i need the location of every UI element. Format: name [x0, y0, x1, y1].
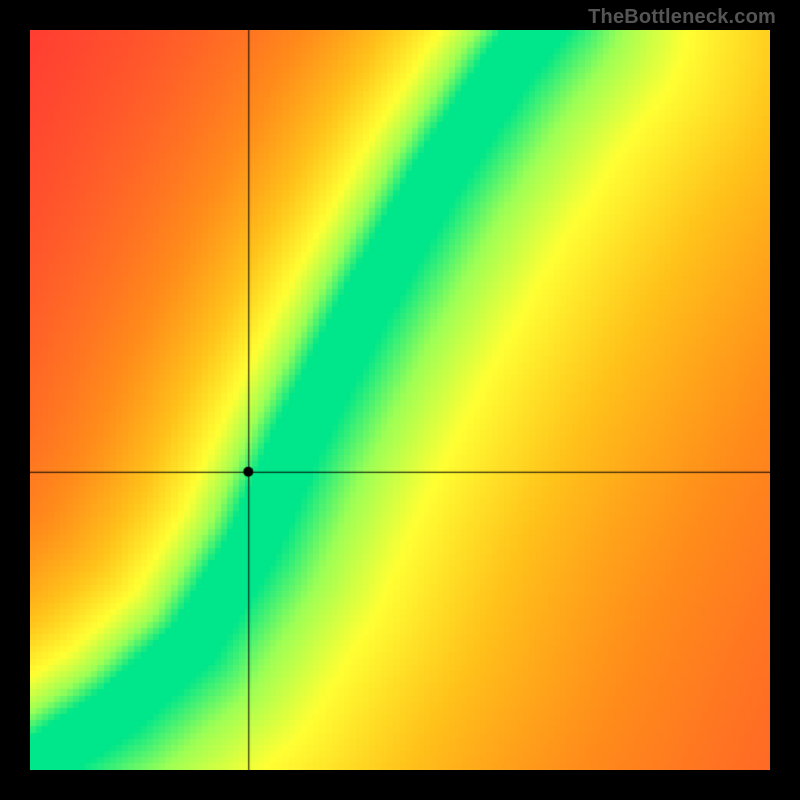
heatmap-canvas: [30, 30, 770, 770]
branding-text: TheBottleneck.com: [588, 6, 776, 29]
heatmap-plot: [30, 30, 770, 770]
